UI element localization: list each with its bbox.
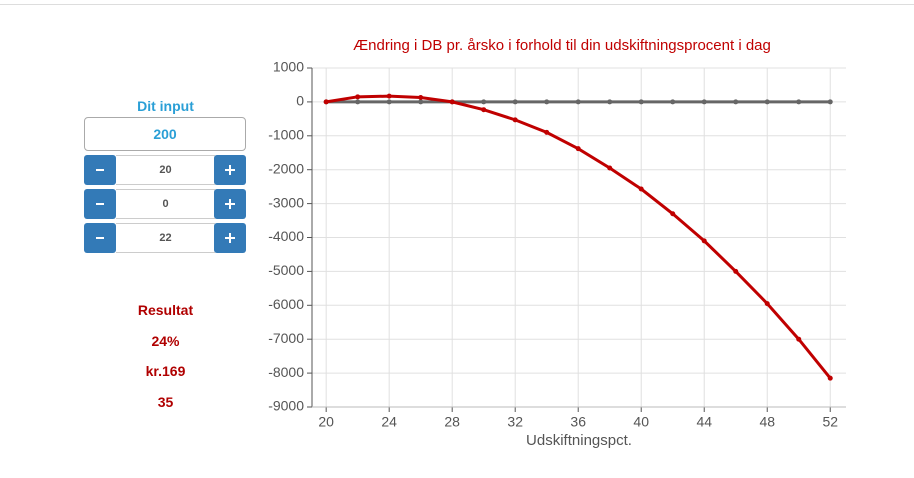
point	[481, 107, 487, 113]
point	[355, 94, 361, 100]
result-line: 35	[157, 393, 174, 410]
stepper: 0	[84, 189, 246, 219]
point	[670, 99, 676, 105]
x-tick-label: 40	[633, 414, 649, 430]
point	[638, 99, 644, 105]
point	[323, 99, 329, 105]
results: Resultat 24% kr.169 35	[84, 300, 247, 422]
x-tick-label: 20	[318, 414, 334, 430]
x-tick-label: 52	[822, 414, 838, 430]
point	[607, 165, 613, 171]
point	[701, 238, 707, 244]
point	[386, 99, 392, 105]
y-tick-label: -6000	[268, 296, 304, 312]
chart: Ændring i DB pr. årsko i forhold til din…	[268, 37, 846, 449]
point	[418, 94, 424, 100]
point	[544, 99, 550, 105]
minus-button[interactable]	[84, 189, 116, 219]
point	[481, 99, 487, 105]
stepper-value[interactable]: 22	[116, 223, 215, 253]
point	[733, 99, 739, 105]
point	[386, 93, 392, 99]
stepper: 20	[84, 155, 246, 185]
stepper: 22	[84, 223, 246, 253]
point	[355, 99, 361, 105]
point	[575, 99, 581, 105]
x-axis-label: Udskiftningspct.	[526, 432, 632, 449]
x-tick-label: 28	[444, 414, 460, 430]
x-tick-label: 24	[381, 414, 397, 430]
x-tick-label: 44	[696, 414, 712, 430]
point	[733, 268, 739, 274]
y-tick-label: 0	[296, 93, 304, 109]
x-tick-label: 48	[759, 414, 775, 430]
plus-button[interactable]	[214, 189, 246, 219]
y-tick-label: -3000	[268, 194, 304, 210]
main-input[interactable]: 200	[84, 117, 246, 151]
y-tick-label: -2000	[268, 160, 304, 176]
point	[607, 99, 613, 105]
y-tick-label: -4000	[268, 228, 304, 244]
y-tick-label: -7000	[268, 330, 304, 346]
point	[796, 336, 802, 342]
point	[512, 117, 518, 123]
point	[764, 99, 770, 105]
results-title: Resultat	[137, 302, 194, 318]
stepper-value[interactable]: 20	[116, 155, 215, 185]
point	[827, 375, 833, 381]
stepper-value[interactable]: 0	[116, 189, 215, 219]
point	[418, 99, 424, 105]
minus-button[interactable]	[84, 155, 116, 185]
point	[701, 99, 707, 105]
x-tick-label: 32	[507, 414, 523, 430]
result-line: kr.169	[145, 363, 186, 379]
plus-button[interactable]	[214, 155, 246, 185]
y-tick-label: -5000	[268, 262, 304, 278]
top-border	[0, 4, 914, 5]
x-tick-label: 36	[570, 414, 586, 430]
point	[575, 146, 581, 152]
chart-title: Ændring i DB pr. årsko i forhold til din…	[353, 37, 771, 54]
plus-button[interactable]	[214, 223, 246, 253]
point	[544, 129, 550, 135]
point	[764, 301, 770, 307]
y-tick-label: 1000	[273, 59, 304, 75]
y-tick-label: -9000	[268, 398, 304, 414]
point	[796, 99, 802, 105]
result-line: 24%	[151, 332, 180, 349]
point	[512, 99, 518, 105]
input-panel: Dit input 200 20 0 22	[84, 96, 247, 253]
point	[670, 211, 676, 217]
point	[827, 99, 833, 105]
y-tick-label: -1000	[268, 127, 304, 143]
y-tick-label: -8000	[268, 364, 304, 380]
panel-heading: Dit input	[137, 98, 194, 114]
minus-button[interactable]	[84, 223, 116, 253]
point	[638, 186, 644, 192]
point	[449, 99, 455, 105]
